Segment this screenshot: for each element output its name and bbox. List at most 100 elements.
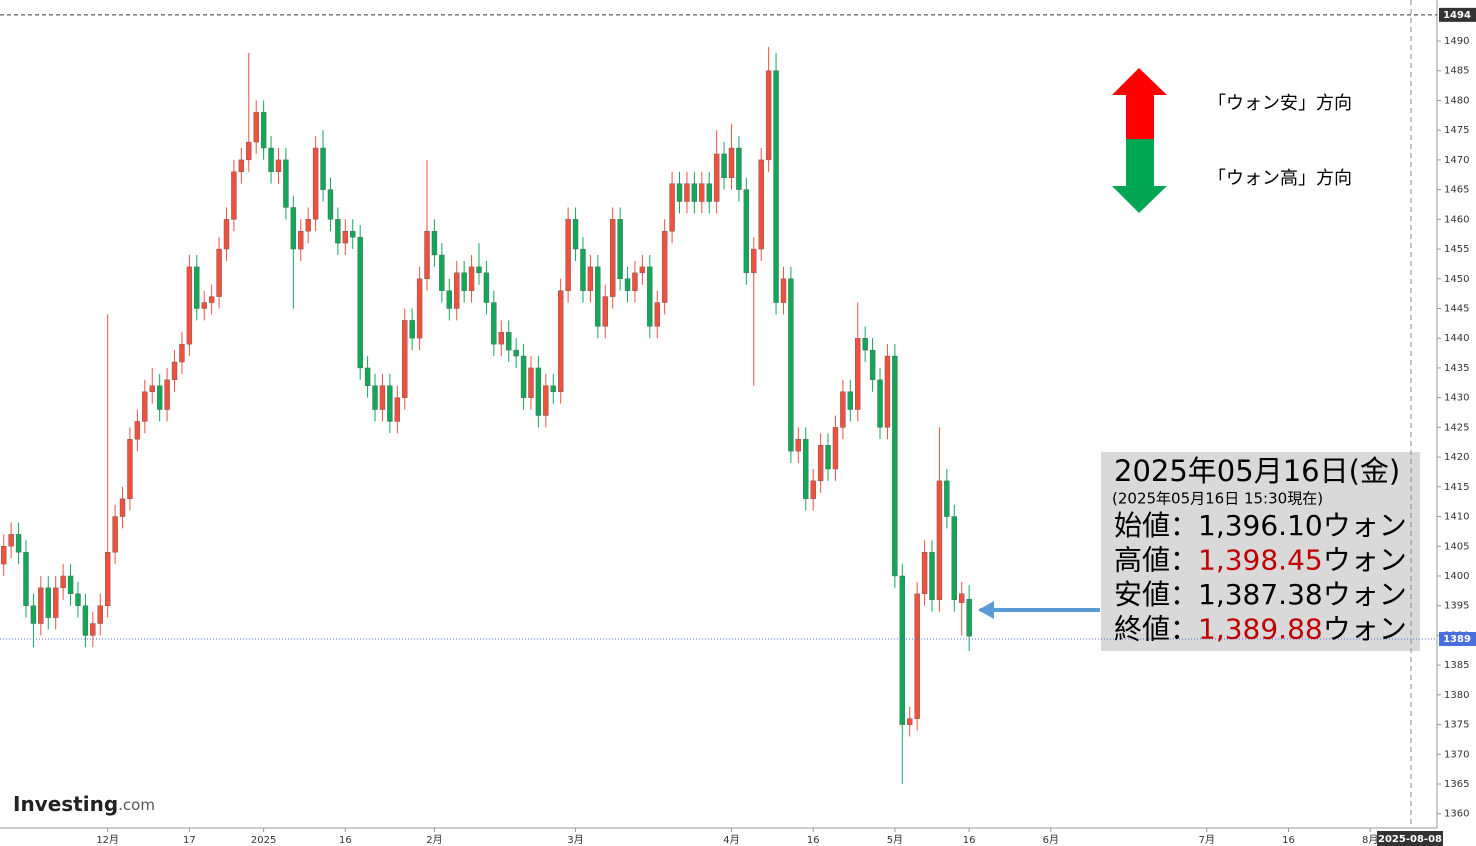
y-tick-label: 1420 (1444, 452, 1469, 463)
y-tick-label: 1380 (1444, 690, 1469, 701)
info-value: 1,389.88 (1198, 613, 1323, 646)
info-label: 始値： (1114, 509, 1198, 542)
candle-body (305, 219, 311, 232)
candle-body (921, 551, 928, 595)
candle-body (15, 534, 22, 553)
candle-body (238, 159, 245, 172)
info-title: 2025年05月16日(金) (1114, 454, 1400, 488)
candle-body (639, 266, 646, 274)
candle-body (119, 498, 126, 517)
candle-body (609, 219, 616, 297)
candle-body (543, 385, 549, 416)
candle-body (520, 355, 527, 398)
candle-body (751, 248, 757, 274)
candle-body (75, 593, 81, 606)
candle-body (699, 183, 705, 202)
y-tick-label: 1470 (1444, 155, 1469, 166)
x-tick-label: 12月 (96, 834, 119, 846)
x-marker-box (1377, 831, 1444, 846)
y-tick-label: 1395 (1444, 601, 1469, 612)
candle-body (595, 266, 601, 327)
candle-body (959, 593, 965, 603)
candle-body (112, 516, 118, 553)
candle-body (513, 349, 519, 357)
y-tick-label: 1435 (1444, 363, 1469, 374)
direction-note: 「ウォン高」方向 (1208, 168, 1352, 189)
candle-body (721, 153, 727, 178)
info-subtitle: (2025年05月16日 15:30現在) (1112, 490, 1323, 508)
y-tick-label: 1400 (1444, 571, 1469, 582)
x-tick-label: 6月 (1043, 834, 1059, 846)
y-tick-label: 1490 (1444, 36, 1469, 47)
y-tick-label: 1385 (1444, 660, 1469, 671)
info-unit: ウォン (1323, 544, 1407, 577)
y-tick-label: 1360 (1444, 809, 1469, 820)
logo: Investing.com (13, 792, 155, 816)
candle-body (617, 219, 623, 279)
info-label: 高値： (1114, 544, 1198, 577)
candle-body (929, 551, 935, 600)
candle-body (572, 219, 579, 250)
candle-body (327, 189, 334, 220)
candle-body (892, 355, 898, 577)
candle-body (52, 587, 59, 618)
candle-body (290, 207, 297, 250)
candle-body (23, 551, 29, 606)
candle-body (773, 70, 779, 303)
y-tick-label: 1405 (1444, 541, 1469, 552)
y-tick-label: 1485 (1444, 66, 1469, 77)
candle-body (268, 147, 274, 172)
y-tick-label: 1375 (1444, 720, 1469, 731)
candle-body (30, 605, 37, 624)
candle-body (907, 718, 913, 725)
candle-body (409, 320, 415, 339)
y-tick-label: 1475 (1444, 125, 1469, 136)
x-tick-label: 16 (339, 835, 352, 846)
price-label: 1494 (1443, 10, 1471, 21)
candle-body (194, 266, 200, 309)
candle-body (483, 272, 490, 303)
up-arrow (1112, 68, 1167, 139)
candle-body (201, 302, 207, 309)
candle-body (186, 266, 193, 345)
candle-body (372, 385, 378, 410)
candle-body (97, 605, 103, 624)
candle-body (914, 593, 920, 719)
info-unit: ウォン (1323, 509, 1407, 542)
candle-body (765, 70, 772, 161)
candle-body (877, 379, 883, 428)
candle-body (431, 231, 438, 256)
candle-body (728, 147, 735, 178)
candle-body (855, 338, 861, 410)
y-tick-label: 1440 (1444, 333, 1469, 344)
candle-body (944, 480, 950, 517)
candle-body (231, 171, 237, 220)
info-value: 1,398.45 (1198, 544, 1323, 577)
candle-body (535, 367, 542, 416)
candle-body (647, 266, 653, 327)
candle-body (8, 534, 14, 547)
y-tick-label: 1460 (1444, 214, 1469, 225)
info-row: 高値：1,398.45ウォン (1114, 544, 1407, 577)
candle-body (156, 385, 163, 410)
candle-body (803, 439, 809, 499)
x-tick-label: 8月 (1362, 834, 1378, 846)
x-tick-label: 16 (807, 835, 820, 846)
candle-body (223, 219, 230, 250)
candle-body (936, 480, 943, 600)
candle-body (669, 183, 675, 232)
candle-body (528, 367, 534, 398)
candle-body (624, 278, 631, 291)
candle-body (402, 320, 408, 398)
candle-body (780, 278, 787, 303)
candle-body (45, 587, 51, 618)
x-tick-label: 16 (963, 835, 976, 846)
y-tick-label: 1365 (1444, 779, 1469, 790)
candle-body (825, 445, 831, 470)
candle-body (832, 427, 839, 470)
candle-body (632, 272, 638, 291)
candle-body (60, 575, 66, 589)
candle-body (416, 278, 423, 339)
candle-body (357, 236, 363, 369)
